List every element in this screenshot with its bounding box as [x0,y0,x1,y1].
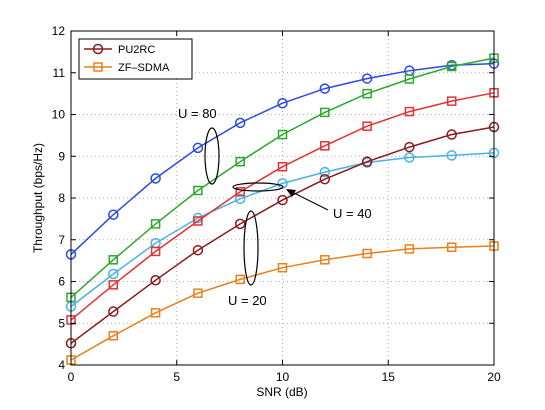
y-tick-label: 4 [58,358,65,372]
data-point [150,246,161,257]
data-point [320,107,330,118]
data-point [234,193,246,205]
data-point [446,242,457,253]
data-point [362,248,372,259]
legend-marker-pu2rc [92,43,104,55]
y-tick-label: 11 [53,66,66,80]
u40-label: U = 40 [333,206,372,221]
data-point [108,209,119,220]
data-point [108,331,119,341]
data-point [193,185,203,196]
legend-marker-zf-sdma [93,62,103,72]
series-line [70,245,495,361]
x-tick-label: 5 [173,370,180,384]
data-point [361,73,373,84]
series-line [70,62,495,255]
u80-label: U = 80 [178,106,217,121]
data-point [404,74,415,84]
series-line [70,92,495,321]
ticks: 0 5 10 15 20 4 5 6 7 8 9 10 11 12 [52,24,501,384]
data-point [446,61,457,72]
series-3 [66,88,499,325]
u20-label: U = 20 [228,293,267,308]
data-point [193,216,203,226]
annotation-layer: U = 80 U = 40 U = 20 [178,106,372,308]
u80-ellipse [204,127,220,185]
data-point [446,129,457,140]
data-point [192,142,204,154]
data-point [108,306,119,317]
data-point [193,288,203,298]
data-point [150,173,161,184]
data-point [361,156,373,167]
series-line [70,152,495,308]
data-point [235,156,245,167]
data-point [404,141,415,153]
legend-box [78,38,193,80]
data-point [362,121,372,131]
y-tick-label: 5 [58,316,65,330]
data-point [234,218,246,230]
x-tick-label: 0 [68,370,75,384]
data-point [150,219,161,229]
y-tick-label: 6 [58,275,65,289]
data-point [319,173,331,185]
data-point [235,274,245,285]
x-tick-label: 15 [382,370,396,384]
data-point [277,161,288,172]
data-point [404,106,415,117]
u20-ellipse [243,210,259,286]
data-point [108,280,119,290]
u40-ellipse [232,182,284,192]
y-tick-label: 10 [52,108,66,122]
u40-arrow-line [291,191,329,211]
data-point [319,166,331,178]
x-axis-label: SNR (dB) [256,385,307,399]
data-point [108,268,119,280]
x-tick-label: 20 [487,370,501,384]
data-point [320,141,330,151]
data-point [404,152,415,163]
data-point [235,186,245,197]
y-tick-label: 7 [58,233,65,247]
series-0 [65,58,500,260]
data-point [277,129,288,140]
data-point [277,97,288,109]
data-point [446,150,457,161]
data-point [192,244,204,256]
data-point [319,83,331,94]
data-point [277,194,288,206]
legend: PU2RC ZF–SDMA [78,38,193,80]
data-point [150,274,161,286]
data-point [446,96,457,106]
data-point [320,255,330,265]
u40-arrow-head [286,189,296,197]
legend-label-zf-sdma: ZF–SDMA [118,62,170,74]
data-point [362,88,372,99]
series-line [70,57,495,298]
y-tick-label: 9 [58,149,65,163]
y-axis-label: Throughput (bps/Hz) [31,143,45,253]
x-tick-label: 10 [276,370,290,384]
data-point [277,262,288,273]
data-point [108,255,119,265]
data-point [150,308,161,318]
legend-label-pu2rc: PU2RC [118,44,155,56]
series-5 [66,241,499,365]
y-tick-label: 8 [58,191,65,205]
data-point [404,244,415,254]
y-tick-label: 12 [52,24,66,38]
data-point [234,117,246,129]
series-line [70,126,495,344]
